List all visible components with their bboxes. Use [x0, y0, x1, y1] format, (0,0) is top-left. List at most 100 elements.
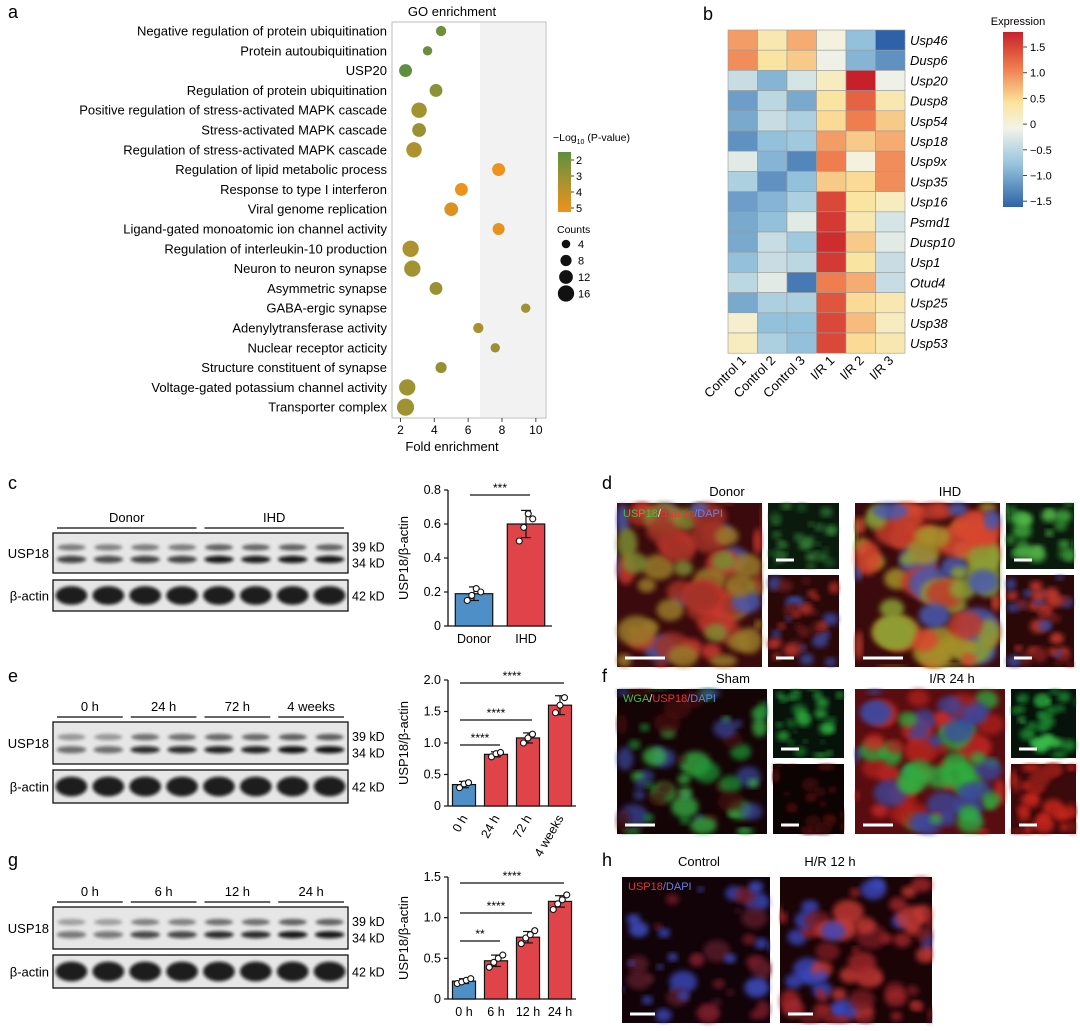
- panel-a-shaded-band: [480, 23, 545, 417]
- go-term-label: Nuclear receptor acticity: [248, 340, 388, 355]
- usp18-blot-strip: [52, 721, 349, 765]
- x-tick-label: IHD: [515, 632, 537, 646]
- micrograph-feature: [861, 757, 889, 779]
- micrograph-feature: [777, 579, 793, 593]
- heatmap-cell: [845, 90, 876, 112]
- data-point: [485, 963, 493, 971]
- micrograph-feature: [785, 973, 804, 989]
- color-tick-label: −1.5: [1030, 196, 1052, 208]
- usp18-band-39kd: [131, 733, 160, 741]
- actin-band: [203, 961, 235, 982]
- usp18-band-39kd: [204, 733, 233, 741]
- heatmap-cell: [727, 49, 758, 71]
- micrograph-feature: [1057, 691, 1071, 703]
- micrograph-feature: [711, 552, 736, 572]
- usp18-band-39kd: [241, 918, 270, 926]
- micrograph-feature: [1017, 514, 1033, 527]
- micrograph-feature: [1055, 575, 1064, 581]
- micrograph-feature: [1014, 645, 1023, 652]
- usp18-band-39kd: [278, 733, 307, 741]
- heatmap-cell: [727, 251, 758, 273]
- micrograph-feature: [741, 907, 768, 929]
- micrograph-feature: [757, 961, 770, 982]
- color-tick-label: 1.5: [1030, 42, 1045, 54]
- micrograph-feature: [786, 803, 798, 813]
- go-term-dot: [396, 398, 415, 416]
- data-point: [499, 951, 507, 959]
- micrograph-feature: [1026, 721, 1038, 731]
- stain-legend-part: WGA: [623, 693, 650, 705]
- micrograph-feature: [910, 877, 932, 893]
- micrograph-feature: [831, 988, 847, 1001]
- data-point: [517, 940, 525, 948]
- micrograph-feature: [790, 689, 801, 693]
- micrograph-feature: [683, 581, 721, 612]
- heatmap-cell: [816, 292, 847, 314]
- micrograph-feature: [780, 904, 783, 923]
- micrograph-feature: [676, 755, 687, 764]
- micro-condition-title: H/R 12 h: [804, 854, 855, 869]
- micrograph-feature: [1059, 653, 1071, 662]
- go-term-label: Regulation of protein ubiquitination: [187, 83, 387, 98]
- micrograph-feature: [1018, 809, 1031, 819]
- micrograph-feature: [952, 510, 988, 539]
- size-legend-label: 16: [578, 289, 590, 301]
- go-term-label: Negative regulation of protein ubiquitin…: [137, 24, 387, 39]
- micrograph-feature: [667, 952, 678, 962]
- heatmap-cell: [875, 171, 906, 192]
- stain-legend-part: /DAPI: [687, 693, 716, 705]
- stain-legend-part: /: [649, 693, 653, 705]
- micrograph-feature: [617, 810, 631, 833]
- group-label: 6 h: [155, 884, 173, 899]
- group-label: 0 h: [81, 699, 99, 714]
- micrograph-feature: [631, 771, 644, 782]
- heatmap-cell: [816, 312, 847, 334]
- bar: [483, 753, 509, 807]
- go-term-dot: [402, 240, 419, 257]
- usp18-band-34kd: [277, 746, 308, 754]
- heatmap-cell: [757, 272, 788, 293]
- micrograph-feature: [1037, 609, 1048, 618]
- micrograph-feature: [793, 533, 805, 542]
- micrograph-feature: [1022, 651, 1030, 657]
- micrograph-feature: [815, 821, 833, 835]
- micrograph-feature: [702, 940, 731, 963]
- micrograph-feature: [784, 616, 792, 622]
- micrograph-feature: [1045, 529, 1054, 537]
- usp18-band-34kd: [93, 555, 124, 564]
- micrograph-feature: [775, 722, 783, 728]
- data-point: [467, 975, 475, 983]
- x-tick-label: 8: [499, 423, 506, 437]
- micrograph-feature: [912, 1002, 925, 1012]
- usp18-band-39kd: [94, 918, 123, 926]
- heatmap-cell: [757, 70, 788, 91]
- actin-band: [92, 961, 125, 982]
- usp18-band-39kd: [168, 918, 197, 926]
- micrograph-feature: [648, 790, 668, 806]
- heatmap-row-label: Usp53: [910, 336, 948, 351]
- panel-label-d: d: [602, 473, 612, 493]
- go-term-label: Response to type I interferon: [220, 182, 387, 197]
- micrograph-feature: [824, 557, 836, 567]
- micrograph-feature: [817, 621, 828, 630]
- x-tick-label: Donor: [457, 632, 491, 646]
- go-term-dot: [492, 163, 506, 177]
- micrograph-feature: [1020, 792, 1041, 808]
- heatmap-cell: [816, 231, 847, 253]
- heatmap-cell: [786, 171, 817, 192]
- micrograph-feature: [801, 535, 815, 547]
- micrograph-feature: [794, 623, 804, 631]
- heatmap-cell: [875, 292, 906, 314]
- panel-label-e: e: [8, 666, 18, 686]
- micrograph-feature: [772, 564, 777, 569]
- actin-band: [129, 776, 162, 797]
- heatmap-cell: [727, 332, 758, 354]
- actin-band: [203, 586, 235, 605]
- micrograph-feature: [943, 752, 968, 773]
- micrograph-feature: [824, 657, 837, 667]
- x-tick-label: 6: [465, 423, 472, 437]
- micrograph-feature: [907, 689, 930, 707]
- micrograph-feature: [777, 622, 786, 630]
- color-tick-label: 4: [576, 187, 582, 199]
- usp18-band-34kd: [277, 931, 308, 939]
